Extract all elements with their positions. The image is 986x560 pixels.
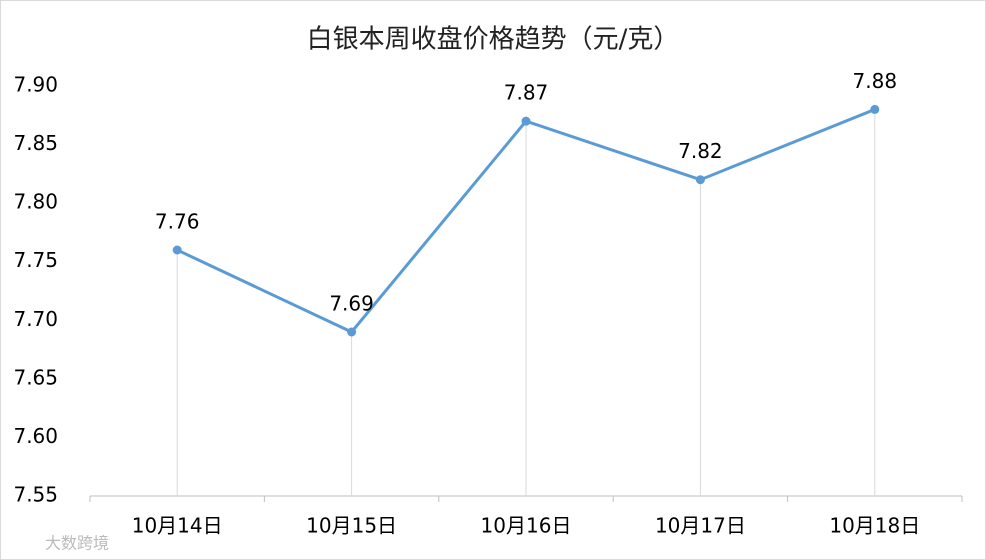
y-tick-label: 7.75 xyxy=(13,248,58,272)
data-label: 7.87 xyxy=(504,81,549,105)
y-tick-label: 7.80 xyxy=(13,190,58,214)
point xyxy=(870,104,880,114)
watermark: 大数跨境 xyxy=(45,534,109,553)
y-tick-label: 7.85 xyxy=(13,131,58,155)
point xyxy=(521,116,531,126)
x-tick-label: 10月14日 xyxy=(132,514,223,538)
y-tick-label: 7.55 xyxy=(13,483,58,507)
y-tick-label: 7.60 xyxy=(13,424,58,448)
x-tick-label: 10月16日 xyxy=(481,514,572,538)
data-label: 7.82 xyxy=(678,139,723,163)
data-label: 7.76 xyxy=(155,210,200,234)
data-label: 7.88 xyxy=(853,69,898,93)
y-tick-label: 7.70 xyxy=(13,307,58,331)
point xyxy=(172,245,182,255)
data-label: 7.69 xyxy=(329,292,374,316)
x-tick-label: 10月17日 xyxy=(655,514,746,538)
point xyxy=(347,327,357,337)
point xyxy=(695,175,705,185)
x-tick-label: 10月18日 xyxy=(829,514,920,538)
x-tick-label: 10月15日 xyxy=(306,514,397,538)
chart-title: 白银本周收盘价格趋势（元/克） xyxy=(307,25,680,55)
y-tick-label: 7.90 xyxy=(13,73,58,97)
y-tick-label: 7.65 xyxy=(13,365,58,389)
